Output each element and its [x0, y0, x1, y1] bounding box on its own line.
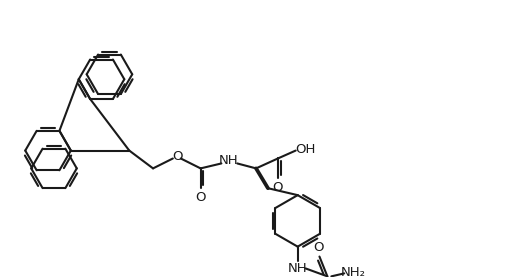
Text: OH: OH [296, 143, 316, 156]
Text: NH: NH [288, 262, 308, 275]
Text: O: O [313, 241, 324, 254]
Text: O: O [195, 191, 206, 204]
Text: O: O [272, 181, 283, 194]
Text: NH₂: NH₂ [341, 266, 366, 279]
Text: NH: NH [219, 154, 238, 167]
Text: O: O [172, 150, 183, 163]
